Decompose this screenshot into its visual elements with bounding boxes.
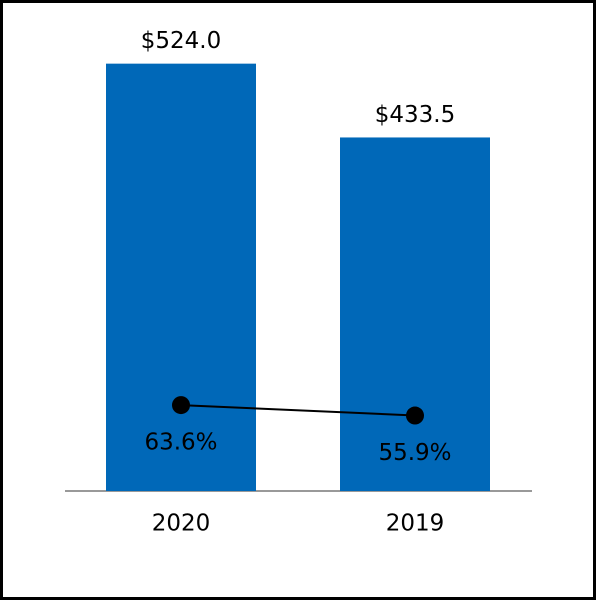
line-point bbox=[406, 406, 424, 425]
line-value-label: 55.9% bbox=[378, 440, 451, 466]
line-value-label: 63.6% bbox=[144, 430, 217, 456]
bar-value-label: $433.5 bbox=[375, 102, 455, 128]
bar bbox=[340, 137, 490, 491]
x-tick-label: 2020 bbox=[152, 511, 211, 537]
x-tick-label: 2019 bbox=[386, 511, 445, 537]
bar-value-label: $524.0 bbox=[141, 28, 221, 54]
bar bbox=[106, 63, 256, 491]
line bbox=[180, 404, 416, 417]
line-point bbox=[172, 396, 190, 415]
